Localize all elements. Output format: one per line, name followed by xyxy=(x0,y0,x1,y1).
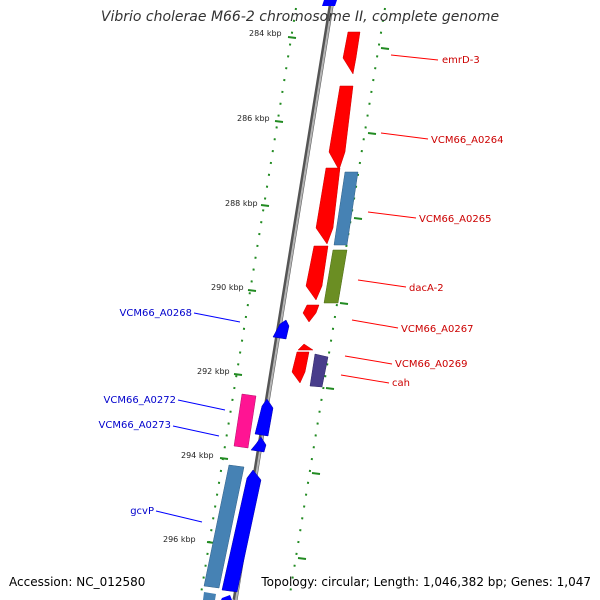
gene-label-vcm66-a0269: VCM66_A0269 xyxy=(395,359,467,370)
gene-vcm66-a0273 xyxy=(250,436,267,453)
scale-label: 294 kbp xyxy=(181,451,214,460)
gene-vcm66-a0264 xyxy=(328,85,354,171)
gene-label-vcm66-a0272: VCM66_A0272 xyxy=(104,395,176,406)
gene-label-vcm66-a0264: VCM66_A0264 xyxy=(431,135,503,146)
scale-label: 288 kbp xyxy=(225,199,258,208)
gene-bottom-blue xyxy=(221,595,232,600)
gene-vcm66-a0267 xyxy=(302,304,320,323)
gene-top-blue xyxy=(322,0,337,6)
gene-label-cah: cah xyxy=(392,378,410,389)
scale-label: 284 kbp xyxy=(249,29,282,38)
gene-label-vcm66-a0265: VCM66_A0265 xyxy=(419,214,491,225)
scale-labels: 284 kbp 286 kbp 288 kbp 290 kbp 292 kbp … xyxy=(163,29,282,544)
scale-label: 286 kbp xyxy=(237,114,270,123)
genome-summary: Topology: circular; Length: 1,046,382 bp… xyxy=(261,575,591,589)
gene-vcm66-a0269 xyxy=(297,343,314,351)
ruler-outer xyxy=(288,7,386,600)
reverse-connectors xyxy=(155,312,241,523)
scale-label: 290 kbp xyxy=(211,283,244,292)
ruler-major-ticks xyxy=(206,36,390,560)
gene-daca-2-red xyxy=(305,245,329,301)
gene-label-vcm66-a0268: VCM66_A0268 xyxy=(120,308,192,319)
gene-label-daca-2: dacA-2 xyxy=(409,283,444,294)
forward-connectors xyxy=(340,54,439,384)
gene-label-emrd-3: emrD-3 xyxy=(442,55,480,66)
gene-gcvp-steel xyxy=(203,464,245,589)
reverse-features xyxy=(203,319,290,600)
gene-vcm66-a0268 xyxy=(272,319,290,340)
gene-vcm66-a0265-steel xyxy=(333,171,359,246)
gene-bottom-steel xyxy=(203,592,216,600)
map-title: Vibrio cholerae M66-2 chromosome II, com… xyxy=(100,9,500,25)
scale-label: 292 kbp xyxy=(197,367,230,376)
gene-vcm66-a0272-pink xyxy=(233,393,257,449)
gene-cah-red xyxy=(291,351,310,384)
gene-label-vcm66-a0273: VCM66_A0273 xyxy=(99,420,171,431)
gene-emrd-3 xyxy=(342,31,361,75)
gene-cah-purple xyxy=(309,353,329,388)
gene-vcm66-a0272-blue xyxy=(254,398,274,437)
gene-label-gcvp: gcvP xyxy=(130,506,154,517)
forward-features xyxy=(291,0,361,388)
gene-label-vcm66-a0267: VCM66_A0267 xyxy=(401,324,473,335)
reverse-gene-labels: VCM66_A0268 VCM66_A0272 VCM66_A0273 gcvP xyxy=(99,308,192,517)
gene-vcm66-a0265-red xyxy=(315,167,341,245)
gene-gcvp-blue xyxy=(221,469,262,593)
accession-text: Accession: NC_012580 xyxy=(9,575,146,589)
forward-gene-labels: emrD-3 VCM66_A0264 VCM66_A0265 dacA-2 VC… xyxy=(392,55,503,389)
gene-daca-2-olive xyxy=(323,249,348,304)
scale-label: 296 kbp xyxy=(163,535,196,544)
